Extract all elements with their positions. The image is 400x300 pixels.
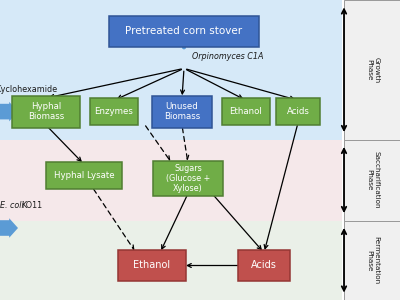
Text: Fermentation
Phase: Fermentation Phase (366, 236, 380, 284)
Bar (0, 0, 342, 140)
FancyBboxPatch shape (109, 16, 259, 46)
Text: Hyphal
Biomass: Hyphal Biomass (28, 102, 64, 121)
Text: Enzymes: Enzymes (94, 107, 134, 116)
FancyBboxPatch shape (344, 0, 400, 140)
Text: Ethanol: Ethanol (134, 260, 170, 271)
FancyBboxPatch shape (152, 96, 212, 128)
Text: Orpinomyces C1A: Orpinomyces C1A (192, 52, 264, 61)
Text: Sugars
(Glucose +
Xylose): Sugars (Glucose + Xylose) (166, 164, 210, 194)
FancyArrow shape (0, 102, 18, 121)
Text: Unused
Biomass: Unused Biomass (164, 102, 200, 121)
Text: KO11: KO11 (21, 201, 42, 210)
Text: Growth
Phase: Growth Phase (366, 57, 380, 83)
Text: Acids: Acids (251, 260, 277, 271)
FancyBboxPatch shape (222, 98, 270, 125)
FancyArrow shape (0, 218, 18, 238)
FancyBboxPatch shape (344, 220, 400, 300)
FancyBboxPatch shape (153, 161, 223, 196)
FancyBboxPatch shape (46, 162, 122, 189)
FancyBboxPatch shape (12, 96, 80, 128)
Bar (0, 220, 342, 300)
Text: Hyphal Lysate: Hyphal Lysate (54, 171, 114, 180)
Text: Acids: Acids (286, 107, 310, 116)
FancyBboxPatch shape (276, 98, 320, 125)
Text: E. coli: E. coli (0, 201, 24, 210)
FancyBboxPatch shape (118, 250, 186, 281)
Text: Cyclohexamide: Cyclohexamide (0, 85, 58, 94)
Text: Ethanol: Ethanol (230, 107, 262, 116)
FancyBboxPatch shape (90, 98, 138, 125)
Text: Pretreated corn stover: Pretreated corn stover (126, 26, 242, 37)
FancyBboxPatch shape (344, 140, 400, 220)
Bar (0, 140, 342, 220)
FancyBboxPatch shape (238, 250, 290, 281)
Text: Saccharification
Phase: Saccharification Phase (366, 151, 380, 209)
